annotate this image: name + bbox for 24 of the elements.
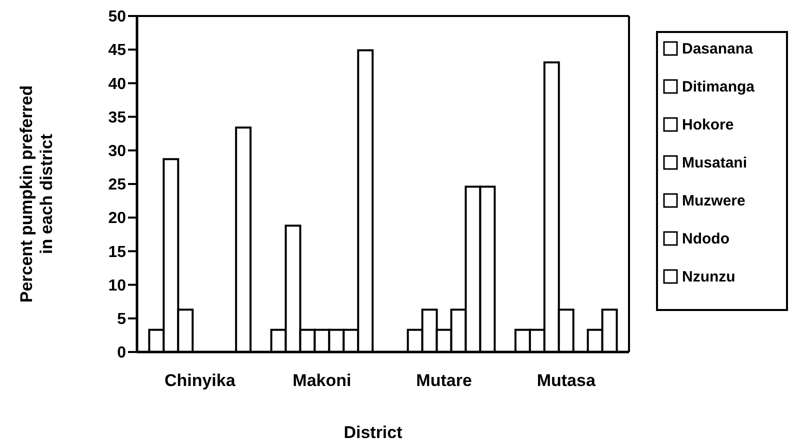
- legend-label: Ditimanga: [682, 78, 756, 96]
- y-tick-label: 35: [108, 109, 126, 126]
- x-tick-label: Makoni: [292, 371, 352, 390]
- x-tick-label: Chinyika: [164, 371, 236, 390]
- legend-label: Musatani: [682, 154, 748, 172]
- legend-label: Hokore: [682, 116, 734, 134]
- x-tick-label: Mutare: [416, 371, 472, 390]
- legend-label: Dasanana: [682, 40, 754, 58]
- y-tick-label: 45: [108, 42, 126, 60]
- y-tick-label: 50: [108, 8, 126, 26]
- legend-label: Nzunzu: [682, 268, 736, 286]
- y-axis-title: Percent pumpkin preferred in each district: [17, 85, 56, 303]
- legend-label: Muzwere: [682, 192, 746, 210]
- y-tick-label: 25: [108, 176, 126, 194]
- y-tick-label: 0: [117, 344, 126, 362]
- y-tick-label: 5: [117, 311, 126, 328]
- y-tick-label: 40: [108, 76, 126, 93]
- x-axis-title: District: [344, 423, 403, 442]
- y-tick-label: 30: [108, 143, 126, 160]
- y-tick-label: 15: [108, 244, 126, 261]
- x-tick-label: Mutasa: [536, 371, 596, 390]
- y-tick-label: 20: [108, 210, 126, 228]
- legend-label: Ndodo: [682, 230, 730, 248]
- y-tick-label: 10: [108, 277, 126, 294]
